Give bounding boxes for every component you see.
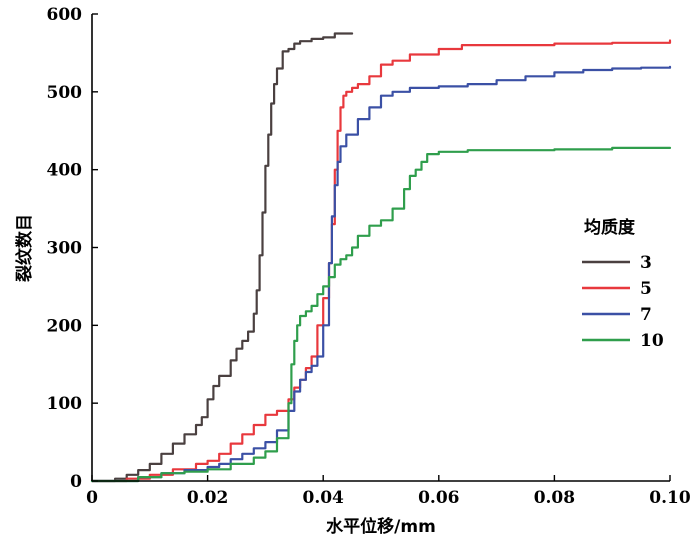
y-tick-label: 500 xyxy=(47,83,83,103)
x-tick-label: 0.02 xyxy=(187,488,228,508)
x-axis-title: 水平位移/mm xyxy=(326,516,436,537)
y-tick-label: 200 xyxy=(47,316,83,336)
series-line-10 xyxy=(90,146,672,483)
legend-label-7: 7 xyxy=(640,305,652,325)
legend-label-3: 3 xyxy=(640,253,652,273)
y-tick-label: 100 xyxy=(47,394,83,414)
legend: 均质度 3 5 7 10 xyxy=(582,217,664,351)
y-tick-label: 400 xyxy=(47,161,83,181)
x-tick-label: 0 xyxy=(86,488,98,508)
y-tick-label: 600 xyxy=(47,5,83,25)
x-axis-ticks: 0 0.02 0.04 0.06 0.08 0.10 xyxy=(86,475,691,508)
y-axis-ticks: 0 100 200 300 400 500 600 xyxy=(47,5,98,492)
y-axis-title: 裂纹数目 xyxy=(14,214,35,283)
x-tick-label: 0.08 xyxy=(534,488,575,508)
y-tick-label: 0 xyxy=(70,472,82,492)
x-tick-label: 0.10 xyxy=(649,488,691,508)
x-tick-label: 0.04 xyxy=(302,488,344,508)
legend-label-5: 5 xyxy=(640,279,652,299)
legend-label-10: 10 xyxy=(640,331,664,351)
y-tick-label: 300 xyxy=(47,239,83,259)
plot-area xyxy=(90,32,672,483)
legend-title: 均质度 xyxy=(584,217,636,238)
series-line-7 xyxy=(90,65,672,483)
x-tick-label: 0.06 xyxy=(418,488,459,508)
series-line-3 xyxy=(90,32,354,483)
series-line-5 xyxy=(90,39,672,483)
